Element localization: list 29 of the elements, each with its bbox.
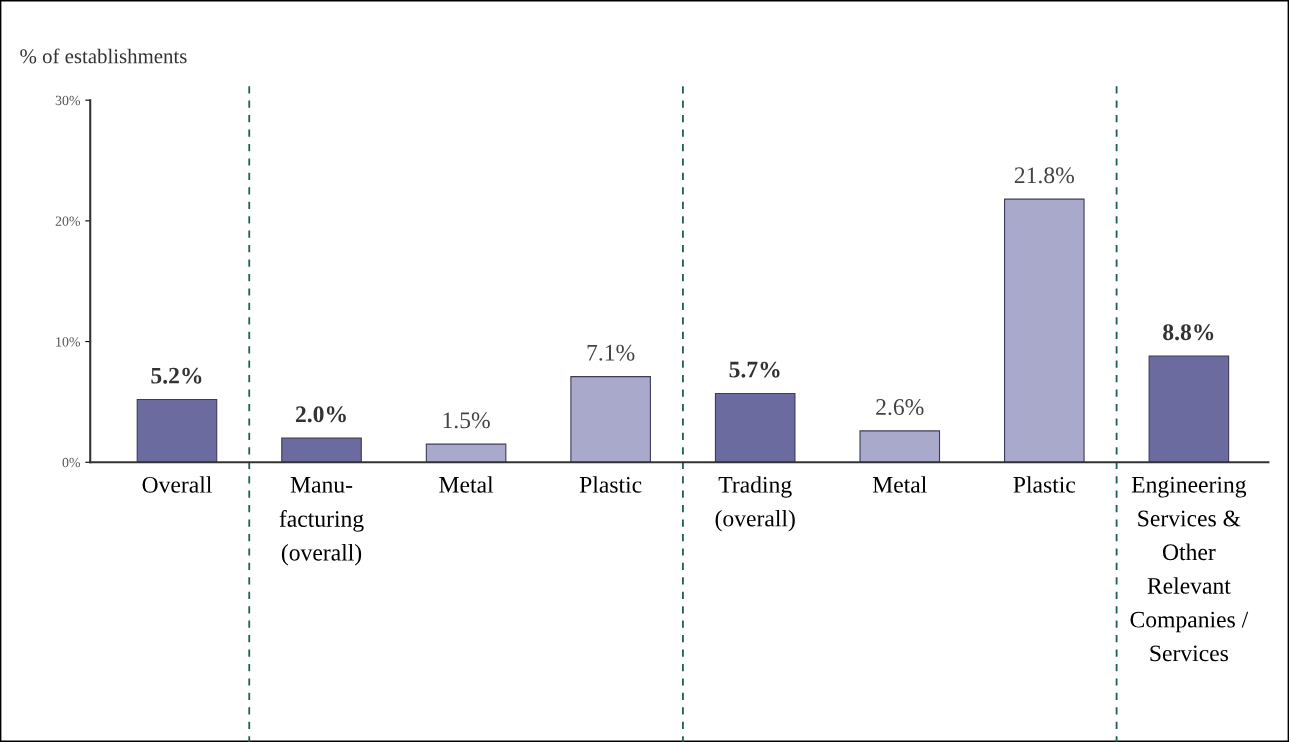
data-label: 5.7% — [729, 361, 780, 378]
data-label: 1.5% — [443, 412, 490, 429]
bar — [1004, 198, 1085, 463]
bar — [570, 376, 651, 463]
x-tick-label: Engineering Services & Other Relevant Companies / Services — [1130, 476, 1249, 662]
data-label: 8.8% — [1163, 324, 1214, 341]
x-tick-label: Overall — [142, 476, 212, 493]
y-tick-label: 30% — [55, 95, 81, 106]
y-tick-label: 10% — [56, 337, 81, 347]
x-tick-label: Trading (overall) — [715, 476, 795, 532]
data-label: 21.8% — [1014, 167, 1074, 184]
data-label: 7.1% — [587, 344, 635, 361]
x-tick-label: Metal — [872, 476, 927, 493]
y-tick-label: 20% — [55, 216, 81, 226]
bar — [425, 443, 507, 463]
y-axis-title: % of establishments — [20, 48, 187, 64]
bar — [281, 437, 362, 463]
bar — [1148, 355, 1230, 463]
x-tick-label: Plastic — [1013, 476, 1076, 493]
x-tick-label: Manu- facturing (overall) — [279, 477, 364, 566]
x-tick-label: Plastic — [579, 476, 642, 493]
bar — [714, 392, 796, 463]
y-tick-label: 0% — [62, 457, 81, 468]
bar — [859, 430, 941, 463]
x-tick-label: Metal — [439, 476, 494, 493]
data-label: 5.2% — [151, 367, 202, 384]
data-label: 2.6% — [876, 399, 924, 416]
data-label: 2.0% — [295, 406, 346, 423]
bar — [136, 398, 218, 463]
